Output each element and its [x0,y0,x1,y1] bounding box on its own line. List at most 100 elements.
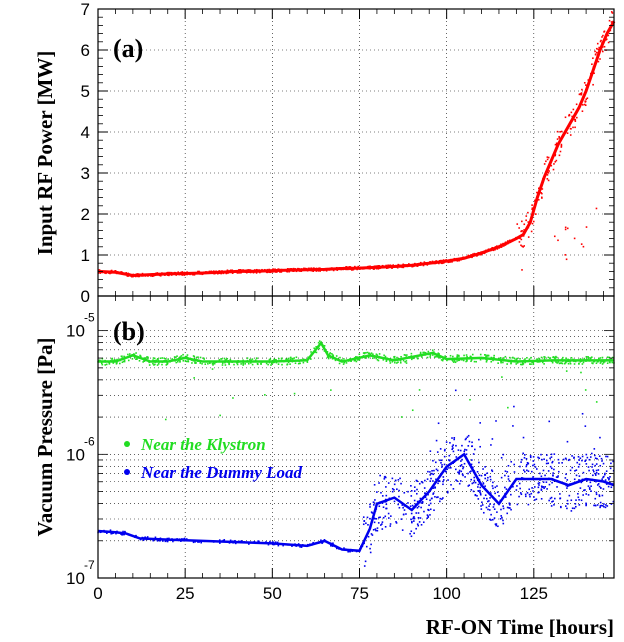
dummy-load-pressure-point [599,506,601,509]
klystron-pressure-point [136,358,138,360]
dummy-load-pressure-point [453,438,455,441]
dummy-load-pressure-point [124,531,126,534]
klystron-pressure-point [608,356,611,359]
dummy-load-pressure-point [398,495,400,498]
power-point [429,262,432,265]
power-point [361,266,363,269]
klystron-pressure-point [530,363,532,365]
klystron-pressure-point [362,352,365,354]
dummy-load-pressure-point [445,470,447,473]
klystron-pressure-point [587,356,589,358]
power-point [431,260,434,263]
klystron-pressure-point [195,358,198,361]
klystron-pressure-point [123,359,126,362]
power-point [133,274,135,276]
power-point [390,266,393,268]
klystron-pressure-point [250,359,252,362]
power-point [260,270,262,273]
dummy-load-pressure-point [478,461,480,464]
dummy-load-pressure-point [171,538,173,540]
power-point [306,269,309,272]
dummy-load-pressure-point [459,464,462,467]
power-point [229,270,232,272]
klystron-pressure-point [375,357,377,360]
x-tick-label: 50 [263,584,282,603]
klystron-pressure-point [200,360,202,363]
panel-a-tick-label: 4 [81,123,90,142]
power-point [414,262,416,265]
power-point [571,115,573,118]
power-point [173,272,176,274]
klystron-pressure-point [521,362,524,364]
dummy-load-pressure-point [403,509,406,511]
klystron-pressure-point [454,358,457,361]
klystron-pressure-point [582,359,585,362]
klystron-pressure-point [410,356,413,358]
power-point [439,261,442,264]
klystron-pressure-point [583,357,586,360]
klystron-pressure-point [211,362,214,365]
dummy-load-pressure-point [500,515,502,517]
dummy-load-pressure-point [411,521,413,524]
klystron-pressure-point [593,360,596,363]
power-point [199,271,201,274]
dummy-load-pressure-point [525,457,528,460]
power-point [236,270,239,272]
power-point [409,264,411,267]
dummy-load-pressure-point [490,513,492,516]
power-point [292,270,295,272]
klystron-pressure-point [163,357,166,360]
power-point [339,267,342,269]
dummy-load-pressure-point [556,486,558,488]
klystron-pressure-point [486,355,488,357]
power-point [574,126,576,129]
dummy-load-pressure-point [424,492,426,495]
dummy-load-pressure-point [429,450,432,452]
klystron-pressure-point [315,351,318,354]
power-point [368,266,371,269]
klystron-pressure-point [595,359,598,361]
klystron-pressure-point [273,358,276,361]
klystron-pressure-point [591,362,593,364]
power-point [560,143,563,146]
dummy-load-pressure-point [385,503,388,506]
dummy-load-pressure-point [335,547,338,550]
klystron-pressure-point [423,351,425,354]
power-point [167,271,169,274]
power-point [325,269,328,271]
power-point [434,260,437,263]
power-point [290,269,293,271]
dummy-load-pressure-point [413,506,415,508]
dummy-load-pressure-point [384,501,386,503]
dummy-load-pressure-point [388,497,391,500]
power-point [120,271,123,273]
power-point [320,269,323,271]
dummy-load-pressure-point [581,412,584,415]
dummy-load-pressure-point [584,489,586,491]
power-point [156,272,159,274]
power-point [222,272,225,275]
power-point [525,219,527,222]
power-point [236,272,239,274]
dummy-load-pressure-point [470,463,473,466]
power-point [592,83,594,86]
dummy-load-pressure-point [440,462,442,464]
power-point [199,271,202,274]
power-point [147,275,149,277]
dummy-load-pressure-point [410,535,413,538]
dummy-load-pressure-point [509,504,511,506]
klystron-pressure-point [267,363,269,366]
power-point [553,235,556,238]
power-point [265,270,267,273]
power-point [258,269,261,271]
klystron-pressure-point [555,355,557,358]
power-point [580,93,582,96]
power-point [555,142,558,145]
power-point [272,268,274,270]
power-point [547,156,550,159]
dummy-load-pressure-point [413,517,416,520]
dummy-load-pressure-point [575,505,577,508]
klystron-pressure-point [202,360,204,363]
klystron-pressure-point [322,346,325,349]
